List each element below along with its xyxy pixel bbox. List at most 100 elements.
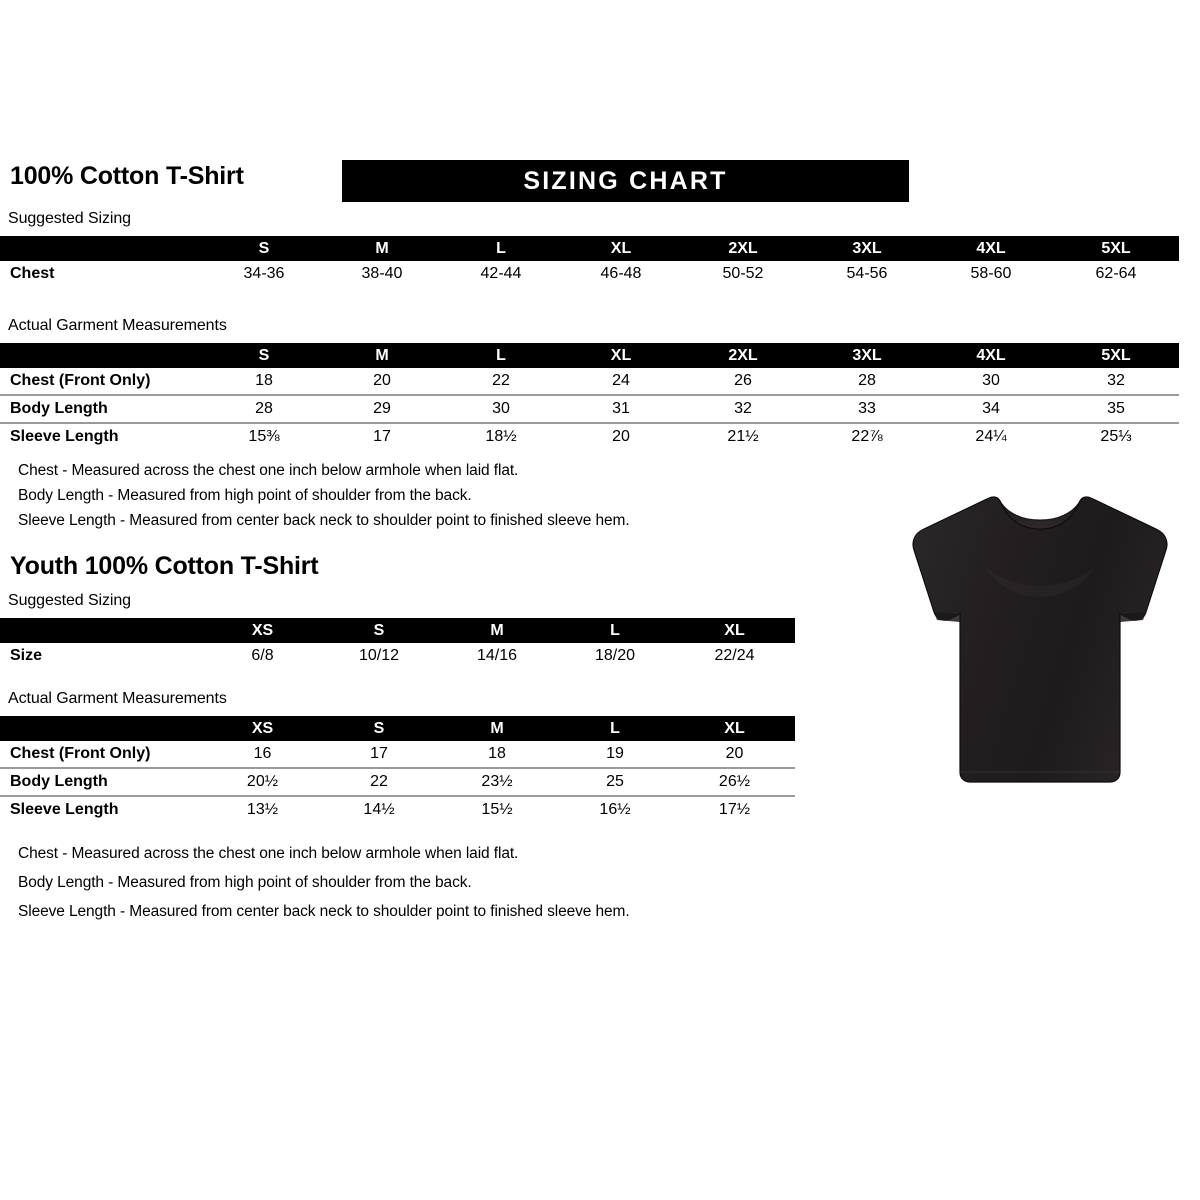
adult-actual-row-1-cell-4: 32 bbox=[734, 400, 752, 417]
table-row: Size 6/8 10/12 14/16 18/20 22/24 bbox=[0, 643, 795, 669]
row-divider bbox=[0, 795, 795, 797]
sizing-chart-banner: SIZING CHART bbox=[342, 160, 909, 202]
adult-note-body-length: Body Length - Measured from high point o… bbox=[18, 487, 472, 504]
adult-actual-row-1-label: Body Length bbox=[10, 400, 108, 417]
adult-suggested-row-0-cell-6: 58-60 bbox=[970, 265, 1012, 282]
adult-actual-row-1-cell-7: 35 bbox=[1107, 400, 1125, 417]
youth-suggested-row-0-label: Size bbox=[10, 647, 43, 664]
adult-suggested-header-8: 5XL bbox=[1101, 239, 1131, 257]
adult-actual-row-2-cell-2: 18½ bbox=[485, 428, 517, 445]
youth-actual-row-2-cell-1: 14½ bbox=[363, 801, 395, 818]
table-row: Body Length 20½ 22 23½ 25 26½ bbox=[0, 769, 795, 795]
adult-actual-measurements-table: S M L XL 2XL 3XL 4XL 5XL Chest (Front On… bbox=[0, 343, 1179, 450]
adult-actual-measurements-label: Actual Garment Measurements bbox=[8, 317, 227, 334]
adult-actual-row-2-cell-0: 15⅜ bbox=[248, 428, 280, 445]
sizing-chart-banner-text: SIZING CHART bbox=[523, 166, 728, 195]
adult-suggested-row-0-cell-7: 62-64 bbox=[1095, 265, 1137, 282]
row-divider bbox=[0, 422, 1179, 424]
table-row: Sleeve Length 15⅜ 17 18½ 20 21½ 22⅞ 24¼ … bbox=[0, 424, 1179, 450]
adult-actual-row-2-label: Sleeve Length bbox=[10, 428, 119, 445]
adult-actual-row-2-cell-6: 24¼ bbox=[975, 428, 1007, 445]
adult-suggested-header-5: 2XL bbox=[728, 239, 758, 257]
youth-actual-row-0-cell-4: 20 bbox=[725, 745, 744, 762]
adult-actual-row-2-cell-4: 21½ bbox=[727, 428, 759, 445]
adult-suggested-sizing-table: S M L XL 2XL 3XL 4XL 5XL Chest 34-36 38-… bbox=[0, 236, 1179, 287]
adult-note-sleeve-length: Sleeve Length - Measured from center bac… bbox=[18, 512, 630, 529]
youth-note-body-length: Body Length - Measured from high point o… bbox=[18, 874, 472, 891]
adult-actual-header-row: S M L XL 2XL 3XL 4XL 5XL bbox=[0, 343, 1179, 368]
adult-product-title: 100% Cotton T-Shirt bbox=[10, 162, 244, 190]
adult-actual-row-0-cell-7: 32 bbox=[1107, 372, 1125, 389]
youth-actual-row-1-cell-3: 25 bbox=[606, 773, 624, 790]
table-row: Body Length 28 29 30 31 32 33 34 35 bbox=[0, 396, 1179, 422]
adult-suggested-row-0-label: Chest bbox=[10, 265, 55, 282]
youth-actual-row-0-cell-0: 16 bbox=[253, 745, 272, 762]
adult-suggested-row-0-cell-0: 34-36 bbox=[243, 265, 285, 282]
table-row: Chest (Front Only) 16 17 18 19 20 bbox=[0, 741, 795, 767]
youth-suggested-header-0 bbox=[0, 618, 205, 643]
adult-actual-header-3: L bbox=[496, 346, 506, 364]
youth-actual-measurements-label: Actual Garment Measurements bbox=[8, 690, 227, 707]
youth-actual-row-1-label: Body Length bbox=[10, 773, 108, 790]
youth-suggested-header-row: XS S M L XL bbox=[0, 618, 795, 643]
youth-note-sleeve-length: Sleeve Length - Measured from center bac… bbox=[18, 903, 630, 920]
youth-suggested-row-0-cell-4: 22/24 bbox=[714, 647, 755, 664]
youth-suggested-sizing-table: XS S M L XL Size 6/8 10/12 14/16 18/20 2… bbox=[0, 618, 795, 669]
adult-suggested-header-row: S M L XL 2XL 3XL 4XL 5XL bbox=[0, 236, 1179, 261]
youth-actual-header-row: XS S M L XL bbox=[0, 716, 795, 741]
adult-actual-row-0-cell-2: 22 bbox=[492, 372, 510, 389]
adult-suggested-row-0-cell-4: 50-52 bbox=[722, 265, 764, 282]
row-divider bbox=[0, 394, 1179, 396]
adult-suggested-sizing-label: Suggested Sizing bbox=[8, 210, 131, 227]
youth-suggested-header-5: XL bbox=[724, 621, 745, 639]
adult-suggested-header-2: M bbox=[375, 239, 389, 257]
adult-actual-header-7: 4XL bbox=[976, 346, 1006, 364]
adult-actual-header-8: 5XL bbox=[1101, 346, 1131, 364]
adult-actual-row-1-cell-5: 33 bbox=[858, 400, 876, 417]
adult-actual-header-4: XL bbox=[610, 346, 632, 364]
adult-actual-row-2-cell-3: 20 bbox=[612, 428, 630, 445]
adult-suggested-row-0-cell-5: 54-56 bbox=[846, 265, 888, 282]
adult-actual-row-1-cell-3: 31 bbox=[612, 400, 630, 417]
youth-actual-row-2-cell-4: 17½ bbox=[718, 801, 751, 818]
youth-actual-row-1-cell-4: 26½ bbox=[718, 773, 751, 790]
adult-actual-row-0-cell-6: 30 bbox=[982, 372, 1000, 389]
adult-suggested-row-0-cell-2: 42-44 bbox=[480, 265, 522, 282]
youth-actual-row-2-cell-2: 15½ bbox=[481, 801, 513, 818]
youth-actual-header-1: XS bbox=[251, 719, 274, 737]
youth-suggested-header-3: M bbox=[490, 621, 504, 639]
adult-suggested-header-7: 4XL bbox=[976, 239, 1006, 257]
youth-actual-row-1-cell-1: 22 bbox=[370, 773, 388, 790]
adult-actual-row-0-cell-5: 28 bbox=[858, 372, 876, 389]
youth-suggested-header-2: S bbox=[373, 621, 385, 639]
youth-actual-header-2: S bbox=[373, 719, 385, 737]
adult-actual-row-1-cell-2: 30 bbox=[492, 400, 510, 417]
adult-heading-row: 100% Cotton T-Shirt SIZING CHART bbox=[8, 160, 1192, 206]
adult-actual-header-1: S bbox=[258, 346, 270, 364]
youth-actual-row-2-label: Sleeve Length bbox=[10, 801, 119, 818]
youth-suggested-header-1: XS bbox=[251, 621, 274, 639]
youth-suggested-row-0-cell-3: 18/20 bbox=[594, 647, 636, 664]
table-row: Chest (Front Only) 18 20 22 24 26 28 30 … bbox=[0, 368, 1179, 394]
adult-note-chest: Chest - Measured across the chest one in… bbox=[18, 462, 519, 479]
tshirt-icon bbox=[912, 496, 1168, 783]
table-row: Sleeve Length 13½ 14½ 15½ 16½ 17½ bbox=[0, 797, 795, 823]
youth-actual-row-1-cell-2: 23½ bbox=[481, 773, 513, 790]
youth-actual-row-0-cell-2: 18 bbox=[488, 745, 506, 762]
youth-suggested-row-0-cell-0: 6/8 bbox=[251, 647, 274, 664]
youth-suggested-row-0-cell-1: 10/12 bbox=[358, 647, 400, 664]
adult-actual-row-1-cell-1: 29 bbox=[373, 400, 391, 417]
youth-actual-header-3: M bbox=[490, 719, 504, 737]
youth-actual-measurements-table: XS S M L XL Chest (Front Only) 16 17 18 … bbox=[0, 716, 795, 823]
adult-suggested-row-0-cell-3: 46-48 bbox=[600, 265, 642, 282]
adult-suggested-header-1: S bbox=[258, 239, 270, 257]
youth-suggested-header-4: L bbox=[610, 621, 620, 639]
adult-actual-row-0-cell-3: 24 bbox=[612, 372, 630, 389]
adult-actual-header-2: M bbox=[375, 346, 389, 364]
adult-actual-row-1-cell-0: 28 bbox=[255, 400, 273, 417]
youth-suggested-row-0-cell-2: 14/16 bbox=[476, 647, 518, 664]
adult-suggested-header-0 bbox=[0, 236, 205, 261]
table-row: Chest 34-36 38-40 42-44 46-48 50-52 54-5… bbox=[0, 261, 1179, 287]
youth-actual-row-2-cell-0: 13½ bbox=[246, 801, 279, 818]
